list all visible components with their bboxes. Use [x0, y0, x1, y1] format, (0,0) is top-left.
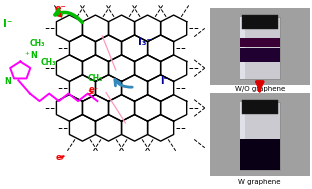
FancyBboxPatch shape [242, 15, 278, 29]
FancyBboxPatch shape [240, 48, 280, 62]
Text: e⁻: e⁻ [56, 153, 66, 162]
FancyBboxPatch shape [240, 17, 245, 79]
Text: I⁻: I⁻ [3, 19, 12, 29]
FancyBboxPatch shape [240, 38, 280, 47]
FancyBboxPatch shape [210, 93, 310, 176]
Text: N: N [4, 77, 11, 86]
Text: I⁻: I⁻ [160, 76, 169, 86]
FancyBboxPatch shape [240, 17, 280, 79]
FancyBboxPatch shape [240, 139, 280, 170]
FancyBboxPatch shape [242, 100, 278, 114]
FancyBboxPatch shape [240, 102, 280, 170]
Text: CH₃: CH₃ [41, 58, 56, 67]
Text: CH₃: CH₃ [88, 74, 103, 83]
Text: I₃⁻: I₃⁻ [138, 37, 152, 47]
FancyBboxPatch shape [240, 102, 245, 170]
Text: e⁻: e⁻ [55, 4, 67, 14]
Text: CH₃: CH₃ [30, 39, 45, 48]
FancyBboxPatch shape [210, 8, 310, 85]
Text: $^+$N: $^+$N [23, 49, 38, 61]
Text: W/O graphene: W/O graphene [235, 86, 285, 92]
Text: e⁻: e⁻ [89, 85, 99, 94]
Text: W graphene: W graphene [238, 179, 281, 185]
